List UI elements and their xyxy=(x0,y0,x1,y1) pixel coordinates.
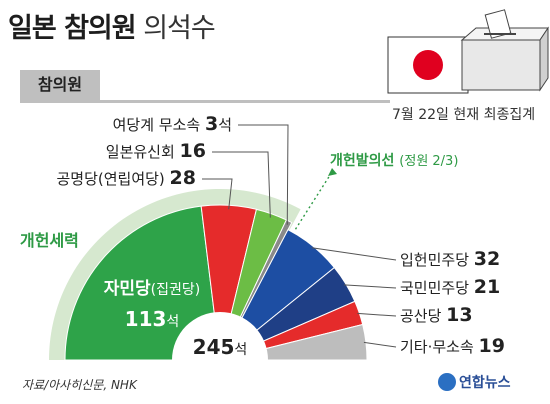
title-rest: 의석수 xyxy=(143,13,216,44)
flag-icon xyxy=(387,36,469,94)
total-seats: 245석 xyxy=(193,335,248,359)
source-note: 자료/아사히신문, NHK xyxy=(22,378,137,392)
label-5: 국민민주당 21 xyxy=(400,276,500,298)
date-note: 7월 22일 현재 최종집계 xyxy=(392,107,536,123)
leader-6 xyxy=(357,312,397,317)
yonhap-logo: 연합뉴스 xyxy=(438,372,511,392)
slice-0 xyxy=(64,205,221,361)
label-ldp-seats: 113석 xyxy=(125,307,180,331)
label-7: 기타·무소속 19 xyxy=(400,335,505,357)
ballot-box-icon xyxy=(460,9,549,92)
threshold-arrow-icon xyxy=(328,168,337,176)
chart-title: 일본 참의원 의석수 xyxy=(8,6,216,45)
tab-underline xyxy=(20,100,390,103)
label-2: 일본유신회 16 xyxy=(106,140,206,162)
leader-5 xyxy=(343,284,397,289)
leader-1 xyxy=(202,178,233,210)
label-1: 공명당(연립여당) 28 xyxy=(56,167,196,189)
leader-3 xyxy=(238,124,289,225)
center-hub xyxy=(172,312,268,360)
label-3: 여당계 무소속 3석 xyxy=(113,113,232,135)
bloc-label: 개헌세력 xyxy=(20,231,79,250)
threshold-label: 개헌발의선 (정원 2/3) xyxy=(330,152,458,169)
leader-4 xyxy=(311,247,397,261)
title-bold: 일본 참의원 xyxy=(8,13,137,44)
label-6: 공산당 13 xyxy=(400,304,473,326)
leader-7 xyxy=(363,341,397,348)
label-ldp-name: 자민당(집권당) xyxy=(104,279,201,299)
label-4: 입헌민주당 32 xyxy=(400,248,500,270)
chamber-tab: 참의원 xyxy=(20,70,100,100)
threshold-line xyxy=(294,171,333,230)
leader-2 xyxy=(212,151,271,218)
logo-text: 연합뉴스 xyxy=(459,375,511,391)
logo-mark-icon xyxy=(438,373,456,391)
